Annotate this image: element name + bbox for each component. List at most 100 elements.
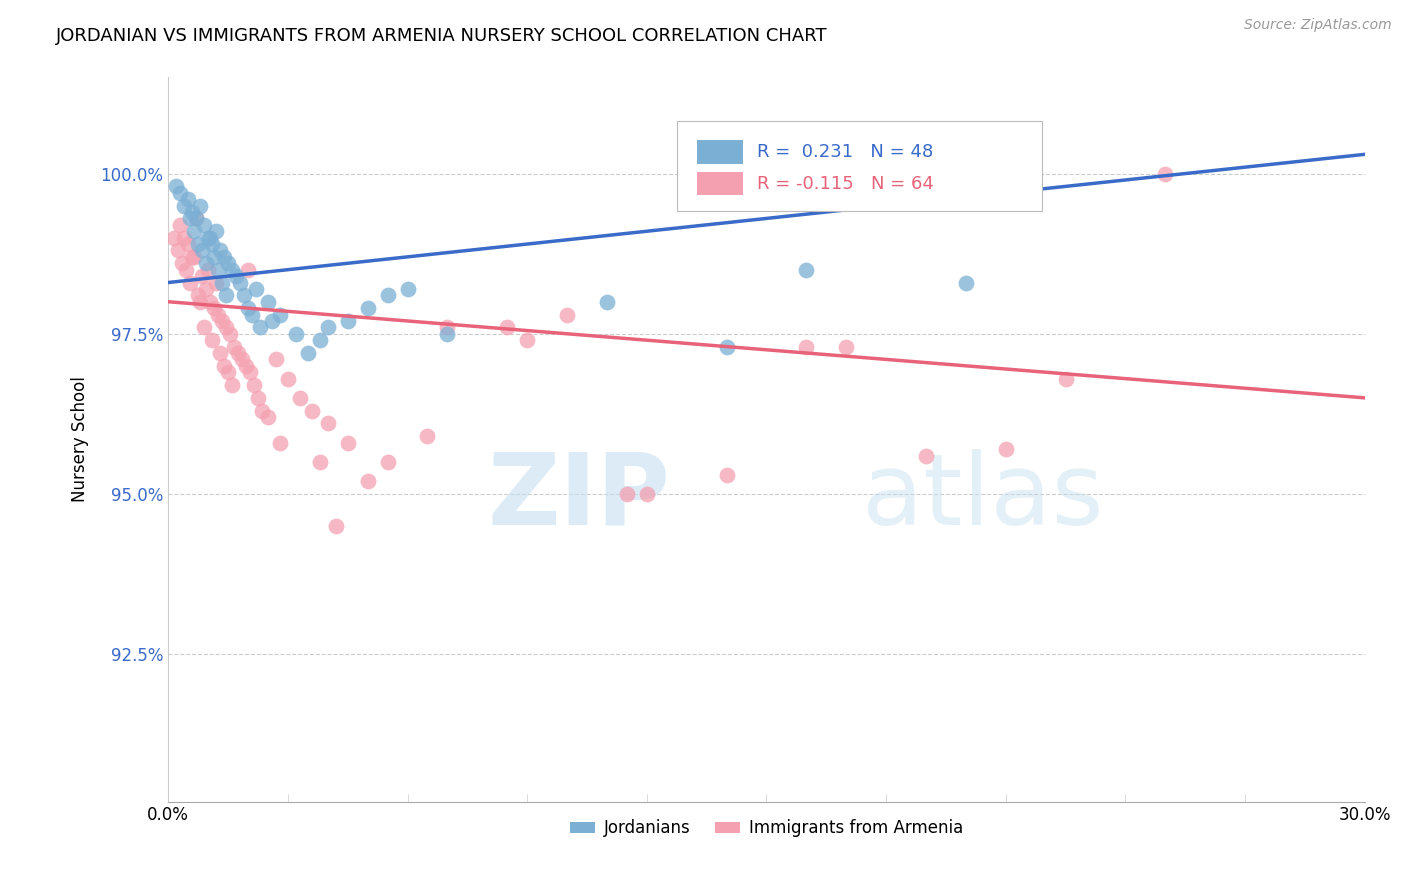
Point [616, 487, 638, 501]
Point [356, 301, 378, 315]
Text: atlas: atlas [862, 449, 1104, 546]
Point [233, 288, 256, 302]
Text: ZIP: ZIP [488, 449, 671, 546]
Point [169, 218, 191, 232]
Point [716, 467, 738, 482]
Point [301, 403, 323, 417]
Point [231, 352, 253, 367]
Point [277, 371, 299, 385]
Point [239, 365, 262, 379]
Point [316, 320, 339, 334]
Point [207, 308, 229, 322]
Point [197, 262, 219, 277]
Point [356, 474, 378, 488]
Point [177, 237, 200, 252]
Point [257, 294, 280, 309]
Point [249, 320, 271, 334]
Point [211, 276, 233, 290]
Point [236, 262, 259, 277]
Point [308, 455, 330, 469]
Point [229, 276, 252, 290]
Point [167, 244, 190, 258]
Point [201, 237, 224, 252]
Point [205, 276, 228, 290]
Point [955, 276, 977, 290]
Point [915, 449, 938, 463]
Point [183, 224, 205, 238]
Point [636, 487, 658, 501]
Point [226, 346, 249, 360]
Point [215, 320, 238, 334]
Point [221, 262, 243, 277]
Point [245, 282, 267, 296]
Point [165, 179, 187, 194]
Point [264, 352, 287, 367]
Point [222, 340, 245, 354]
Point [163, 230, 186, 244]
Point [297, 346, 319, 360]
Point [173, 198, 195, 212]
Point [187, 288, 209, 302]
Point [198, 230, 221, 244]
Point [202, 250, 225, 264]
Point [257, 410, 280, 425]
Point [188, 198, 211, 212]
Point [212, 359, 235, 373]
Bar [697, 172, 742, 195]
Point [269, 435, 291, 450]
Point [436, 320, 458, 334]
Point [377, 288, 399, 302]
Point [179, 276, 201, 290]
Text: R = -0.115   N = 64: R = -0.115 N = 64 [756, 175, 934, 193]
Point [191, 244, 214, 258]
Point [1154, 167, 1177, 181]
Point [219, 326, 242, 341]
Point [243, 378, 266, 392]
Point [195, 282, 218, 296]
Point [516, 333, 538, 347]
Point [207, 262, 229, 277]
Point [288, 391, 311, 405]
Point [181, 250, 204, 264]
Point [209, 346, 232, 360]
Point [796, 340, 818, 354]
Point [215, 288, 238, 302]
Legend: Jordanians, Immigrants from Armenia: Jordanians, Immigrants from Armenia [564, 813, 970, 844]
Point [202, 301, 225, 315]
Point [184, 211, 207, 226]
Point [212, 250, 235, 264]
Point [173, 230, 195, 244]
Point [994, 442, 1017, 456]
Point [201, 333, 224, 347]
Point [217, 256, 239, 270]
Point [269, 308, 291, 322]
Point [436, 326, 458, 341]
Point [240, 308, 263, 322]
Point [250, 403, 273, 417]
Point [193, 320, 215, 334]
Point [193, 218, 215, 232]
Point [217, 365, 239, 379]
Point [284, 326, 307, 341]
Point [377, 455, 399, 469]
Point [396, 282, 419, 296]
Point [191, 269, 214, 284]
FancyBboxPatch shape [676, 121, 1042, 211]
Point [555, 308, 578, 322]
Point [181, 205, 204, 219]
Point [177, 192, 200, 206]
Bar [697, 140, 742, 163]
Point [179, 211, 201, 226]
Point [225, 269, 247, 284]
Point [260, 314, 283, 328]
Y-axis label: Nursery School: Nursery School [72, 376, 89, 502]
Text: Source: ZipAtlas.com: Source: ZipAtlas.com [1244, 18, 1392, 32]
Point [308, 333, 330, 347]
Point [209, 244, 232, 258]
Point [169, 186, 191, 200]
Point [198, 294, 221, 309]
Text: R =  0.231   N = 48: R = 0.231 N = 48 [756, 143, 934, 161]
Point [796, 262, 818, 277]
Point [211, 314, 233, 328]
Point [316, 417, 339, 431]
